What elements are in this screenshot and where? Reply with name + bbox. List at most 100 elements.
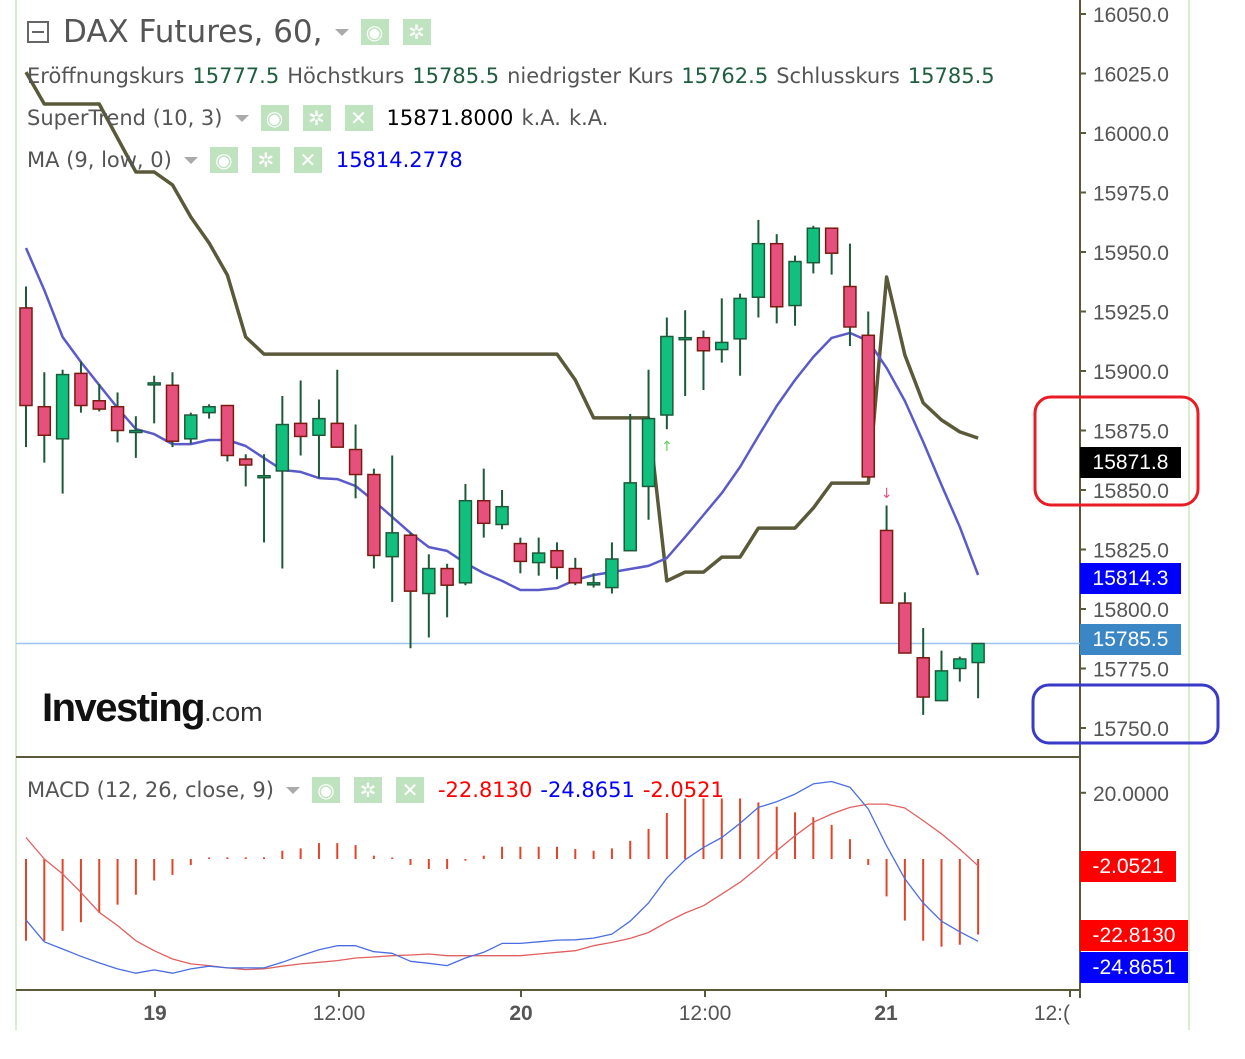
price-tick-label: 16000.0	[1093, 123, 1169, 146]
candle-body	[220, 404, 235, 457]
candle-down	[824, 227, 839, 275]
gear-icon[interactable]: ✲	[302, 105, 331, 131]
price-tick-label: 15975.0	[1093, 183, 1169, 206]
candle-up	[660, 317, 674, 430]
macd-line	[25, 780, 979, 974]
candle-down	[550, 542, 564, 580]
candle-down	[220, 404, 235, 462]
macd-label[interactable]: MACD (12, 26, close, 9)	[27, 778, 274, 802]
red-annotation-box	[1033, 395, 1200, 507]
candle-body	[916, 657, 930, 698]
candle-down	[477, 468, 491, 538]
candle-up	[605, 542, 619, 594]
candle-body	[257, 474, 271, 479]
time-tick-label: 12:00	[679, 1002, 732, 1025]
gear-icon[interactable]: ✲	[402, 19, 431, 45]
candle-down	[440, 563, 454, 618]
candle-body	[293, 422, 308, 438]
triangle-down-icon[interactable]	[285, 786, 300, 794]
price-tick-label: 15750.0	[1093, 718, 1169, 741]
candle-body	[92, 400, 106, 410]
candle-body	[769, 242, 784, 308]
price-tick-label: 15925.0	[1093, 302, 1169, 325]
price-tick-label: 15900.0	[1093, 361, 1169, 384]
candle-body	[422, 567, 436, 595]
candle-down	[861, 311, 876, 478]
candle-up	[495, 490, 509, 530]
gear-icon[interactable]: ✲	[251, 147, 280, 173]
candle-up	[934, 650, 949, 702]
macd-blue-tag: -24.8651	[1080, 952, 1188, 983]
candle-up	[422, 554, 436, 638]
gear-icon[interactable]: ✲	[353, 777, 382, 803]
price-tick-label: 15875.0	[1093, 421, 1169, 444]
candle-up	[458, 484, 473, 586]
macd-red-tag: -22.8130	[1080, 920, 1188, 951]
candle-body	[330, 422, 345, 448]
candle-body	[513, 542, 528, 563]
logo-suffix: .com	[204, 697, 263, 727]
triangle-down-icon[interactable]	[234, 114, 249, 122]
candle-body	[806, 227, 821, 264]
triangle-down-icon[interactable]	[183, 156, 198, 164]
candle-body	[440, 567, 454, 586]
close-label: Schlusskurs	[776, 64, 900, 88]
logo-brand: Investing	[42, 686, 206, 730]
candle-body	[623, 482, 637, 552]
candle-body	[934, 670, 949, 702]
candle-up	[147, 375, 161, 424]
low-label: niedrigster Kurs	[507, 64, 674, 88]
candle-down	[293, 380, 308, 456]
candle-body	[37, 405, 52, 437]
eye-icon[interactable]: ◉	[209, 147, 238, 173]
low-value: 15762.5	[681, 64, 769, 88]
candle-body	[715, 341, 729, 351]
candle-body	[275, 423, 290, 472]
ma-price-tag: 15814.3	[1080, 563, 1181, 594]
candle-down	[769, 234, 784, 324]
candle-body	[238, 458, 253, 466]
candle-down	[696, 330, 711, 391]
supertrend-line	[24, 71, 979, 583]
open-label: Eröffnungskurs	[27, 64, 185, 88]
eye-icon[interactable]: ◉	[360, 19, 389, 45]
chart-frame	[15, 0, 1190, 1030]
triangle-down-icon[interactable]	[334, 28, 349, 36]
candle-body	[733, 297, 747, 340]
eye-icon[interactable]: ◉	[260, 105, 289, 131]
minus-square-icon[interactable]	[27, 21, 49, 43]
price-tick-label: 16050.0	[1093, 4, 1169, 27]
candle-body	[495, 505, 509, 526]
close-icon[interactable]: ✕	[293, 147, 322, 173]
candle-body	[55, 373, 70, 440]
eye-icon[interactable]: ◉	[311, 777, 340, 803]
candle-down	[403, 532, 418, 649]
price-tick-label: 15950.0	[1093, 242, 1169, 265]
candle-body	[953, 658, 967, 670]
candle-body	[696, 336, 711, 352]
candle-body	[971, 642, 985, 664]
ma-legend: MA (9, low, 0) ◉ ✲ ✕ 15814.2778	[27, 147, 463, 173]
ma-value: 15814.2778	[335, 148, 463, 172]
blue-annotation-box	[1031, 683, 1220, 745]
ma-label[interactable]: MA (9, low, 0)	[27, 148, 172, 172]
candle-body	[605, 558, 619, 589]
candle-up	[788, 255, 802, 326]
candle-up	[385, 455, 399, 602]
close-icon[interactable]: ✕	[395, 777, 424, 803]
candle-body	[74, 372, 88, 407]
candle-body	[165, 384, 180, 442]
candle-down	[843, 243, 857, 347]
candle-up	[531, 537, 546, 576]
candle-up	[751, 219, 766, 318]
time-tick-label: 21	[874, 1002, 898, 1025]
candle-down	[238, 454, 253, 487]
candle-body	[477, 499, 491, 525]
candle-down	[568, 557, 583, 586]
candle-body	[19, 307, 33, 407]
candle-down	[513, 537, 528, 574]
close-icon[interactable]: ✕	[344, 105, 373, 131]
candle-body	[898, 602, 912, 654]
supertrend-label[interactable]: SuperTrend (10, 3)	[27, 106, 223, 130]
